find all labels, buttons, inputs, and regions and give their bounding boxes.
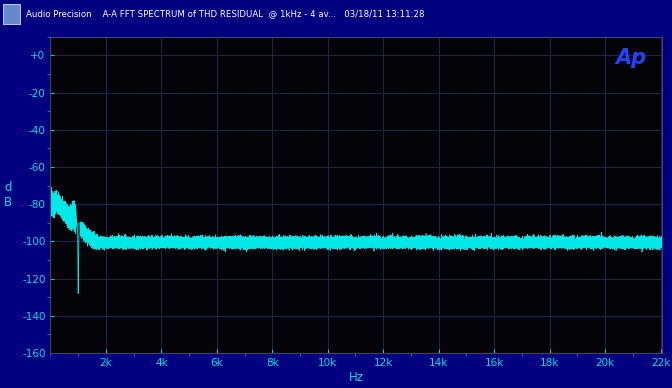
X-axis label: Hz: Hz <box>349 371 364 384</box>
Bar <box>3 4 20 24</box>
Text: Ap: Ap <box>616 48 646 68</box>
Y-axis label: d
B: d B <box>4 181 12 209</box>
Text: Audio Precision    A-A FFT SPECTRUM of THD RESIDUAL  @ 1kHz - 4 av...   03/18/11: Audio Precision A-A FFT SPECTRUM of THD … <box>26 9 424 18</box>
